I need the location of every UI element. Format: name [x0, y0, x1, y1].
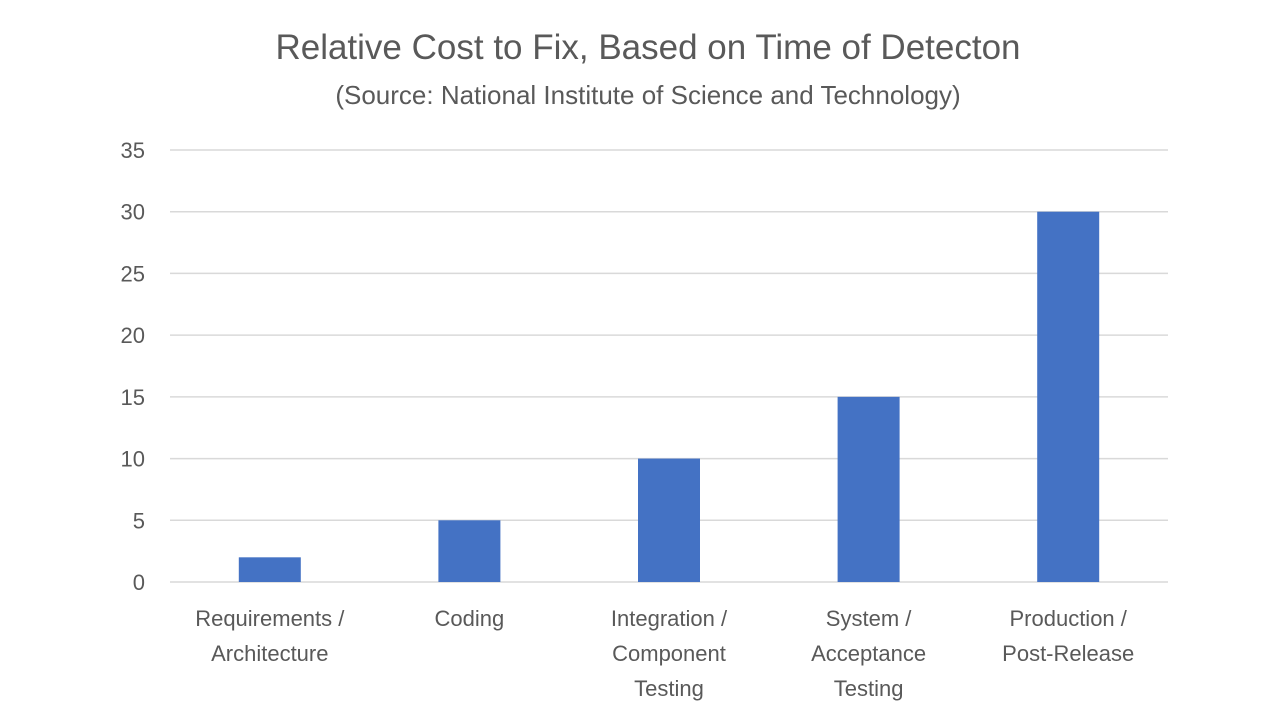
- x-category-label: Integration /: [611, 606, 728, 631]
- x-category-label: Coding: [435, 606, 505, 631]
- y-tick-label: 25: [121, 261, 145, 286]
- bar: [238, 557, 301, 582]
- bar: [438, 520, 501, 582]
- y-tick-label: 5: [133, 508, 145, 533]
- y-tick-label: 15: [121, 385, 145, 410]
- bar: [638, 458, 700, 582]
- x-category-label: Post-Release: [1002, 641, 1134, 666]
- y-tick-label: 20: [121, 323, 145, 348]
- y-tick-label: 30: [121, 200, 145, 225]
- x-category-label: Production /: [1009, 606, 1127, 631]
- y-tick-label: 10: [121, 447, 145, 472]
- chart-title: Relative Cost to Fix, Based on Time of D…: [275, 28, 1020, 67]
- x-category-label: System /: [826, 606, 912, 631]
- x-category-label: Acceptance: [811, 641, 926, 666]
- bar: [837, 396, 900, 582]
- chart-subtitle: (Source: National Institute of Science a…: [335, 80, 960, 110]
- x-category-label: Testing: [634, 676, 704, 701]
- x-category-label: Requirements /: [195, 606, 345, 631]
- y-tick-label: 35: [121, 138, 145, 163]
- y-tick-label: 0: [133, 570, 145, 595]
- x-category-label: Architecture: [211, 641, 328, 666]
- bar: [1037, 211, 1100, 582]
- x-category-label: Testing: [834, 676, 904, 701]
- x-category-label: Component: [612, 641, 726, 666]
